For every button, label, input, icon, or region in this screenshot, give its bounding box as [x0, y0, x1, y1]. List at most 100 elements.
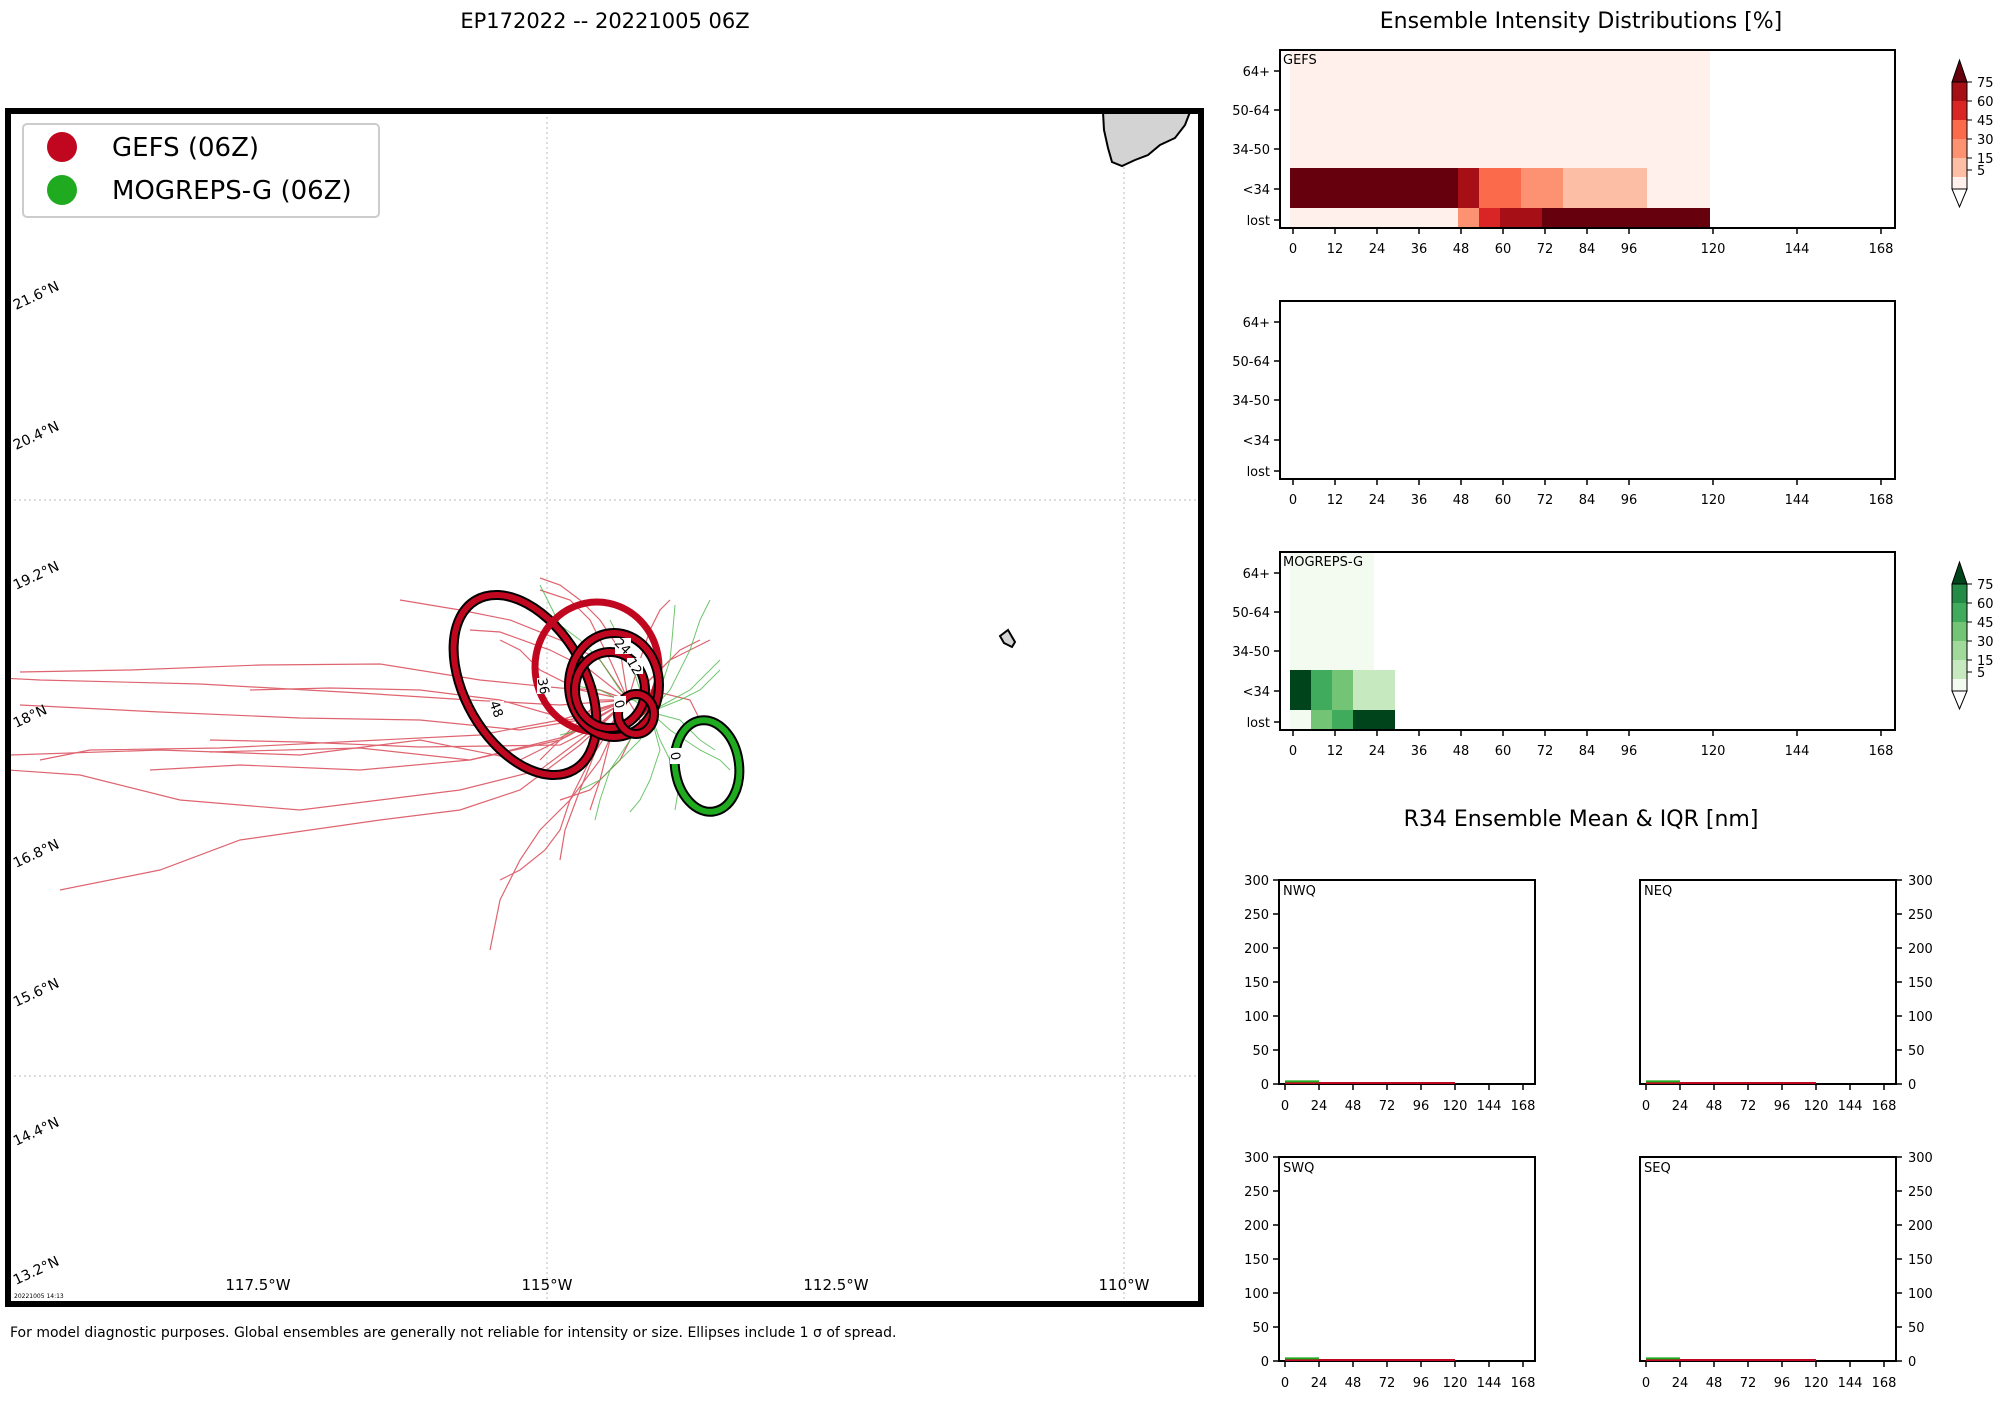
x-tick-label: 48 [1453, 493, 1470, 508]
x-tick-label: 144 [1785, 242, 1810, 257]
map-frame [5, 108, 1204, 1307]
x-tick-label: 120 [1804, 1099, 1829, 1114]
x-tick-label: 48 [1453, 242, 1470, 257]
x-tick-label: 36 [1411, 744, 1428, 759]
colorbar-tick-label: 5 [1977, 666, 1985, 681]
x-tick-label: 84 [1579, 744, 1596, 759]
r34-quadrant-label: SWQ [1283, 1161, 1314, 1176]
x-tick-label: 72 [1537, 493, 1554, 508]
legend-box [22, 123, 380, 218]
mogreps-member-track [629, 711, 661, 813]
colorbar-segment [1952, 603, 1967, 622]
y-tick-label: 0 [1261, 1355, 1269, 1370]
heatmap-cell [1290, 670, 1311, 710]
x-tick-label: 0 [1289, 242, 1297, 257]
x-tick-label: 12 [1327, 744, 1344, 759]
land-mass [1101, 112, 1192, 168]
panel-frame [1279, 300, 1896, 480]
x-tick-label: 84 [1579, 242, 1596, 257]
gefs-ellipse-12h [572, 649, 648, 731]
colorbar-segment [1952, 641, 1967, 660]
ellipse-label-bg [670, 748, 682, 764]
colorbar-segment [1952, 622, 1967, 641]
row-label: 64+ [1243, 567, 1270, 582]
y-tick-label: 100 [1908, 1010, 1933, 1025]
gefs-member-track [469, 629, 629, 701]
heatmap-cell [1290, 710, 1311, 730]
gefs-member-track [539, 589, 629, 701]
x-tick-label: 24 [1672, 1376, 1689, 1391]
ellipse-label-bg [490, 701, 504, 717]
heatmap-cell [1458, 168, 1479, 208]
colorbar-extend-bottom [1951, 188, 1968, 209]
x-tick-label: 168 [1869, 493, 1894, 508]
y-tick-label: 100 [1244, 1287, 1269, 1302]
row-label: lost [1247, 465, 1270, 480]
r34-frame [1278, 879, 1536, 1085]
y-tick-label: 50 [1252, 1044, 1269, 1059]
y-tick-label: 250 [1244, 1185, 1269, 1200]
heatmap-cell [1332, 670, 1353, 710]
colorbar-tick-label: 45 [1977, 114, 1994, 129]
x-tick-label: 24 [1369, 493, 1386, 508]
x-tick-label: 72 [1537, 744, 1554, 759]
x-tick-label: 12 [1327, 493, 1344, 508]
y-tick-label: 100 [1908, 1287, 1933, 1302]
y-tick-label: 0 [1908, 1078, 1916, 1093]
mogreps-ellipse-0h [671, 717, 743, 815]
row-label: <34 [1243, 183, 1270, 198]
x-tick-label: 120 [1804, 1376, 1829, 1391]
x-tick-label: 120 [1701, 242, 1726, 257]
ellipse-labels: 48 36 24 12 0 0 [486, 636, 683, 764]
x-tick-label: 72 [1740, 1376, 1757, 1391]
y-tick-label: 150 [1244, 1253, 1269, 1268]
gefs-member-track [59, 699, 629, 891]
x-tick-label: 168 [1511, 1376, 1536, 1391]
gefs-member-track [149, 699, 629, 771]
heatmap-cell [1290, 592, 1374, 632]
gefs-ellipse-24h [566, 630, 662, 740]
x-tick-label: 144 [1838, 1376, 1863, 1391]
x-tick-label: 168 [1511, 1099, 1536, 1114]
y-tick-label: 150 [1908, 976, 1933, 991]
y-tick-label: 50 [1908, 1321, 1925, 1336]
y-tick-label: 0 [1261, 1078, 1269, 1093]
y-tick-label: 250 [1244, 908, 1269, 923]
r34-panel: NWQ 0 24 48 72 96 120 144 168 0 50 100 150 200 250 300 [1244, 874, 1536, 1114]
row-label: lost [1247, 716, 1270, 731]
x-tick-label: 24 [1311, 1099, 1328, 1114]
colorbar-tick-label: 5 [1977, 164, 1985, 179]
heatmap-cell [1290, 632, 1374, 672]
r34-quadrant-label: NWQ [1283, 884, 1316, 899]
y-tick-label: 150 [1244, 976, 1269, 991]
heatmap-cell [1563, 168, 1647, 208]
colorbar-segment [1952, 158, 1967, 177]
x-tick-label: 72 [1379, 1099, 1396, 1114]
heatmap-cell [1290, 208, 1458, 228]
colorbar-segment [1952, 177, 1967, 189]
row-label: 50-64 [1232, 355, 1270, 370]
row-label: 64+ [1243, 65, 1270, 80]
heatmap-cell [1542, 208, 1710, 228]
lat-label: 20.4°N [11, 419, 62, 454]
lat-label: 15.6°N [11, 976, 62, 1011]
ellipse-label: 48 [486, 699, 506, 720]
intensity-panel: MOGREPS-G 64+ 50-64 34-50 <34 lost 0 12 24 36 48 60… [1232, 551, 1896, 759]
r34-frame [1278, 1156, 1536, 1362]
lon-label: 112.5°W [803, 1276, 868, 1294]
x-tick-label: 48 [1453, 744, 1470, 759]
lat-labels: 21.6°N 20.4°N 19.2°N 18°N 16.8°N 15.6°N … [11, 279, 62, 1289]
intensity-panels: GEFS 64+ 50-64 34-50 <34 lost 0 12 24 36 48 60 72 84 9… [1232, 49, 1896, 759]
row-label: 64+ [1243, 316, 1270, 331]
colorbar-extend-top [1951, 560, 1968, 585]
x-tick-label: 144 [1838, 1099, 1863, 1114]
r34-panel: SEQ 0 24 48 72 96 120 144 168 0 50 100 150 200 250 300 [1639, 1151, 1933, 1391]
heatmap-cell [1353, 710, 1395, 730]
x-tick-label: 144 [1477, 1376, 1502, 1391]
y-tick-label: 300 [1908, 874, 1933, 889]
ellipse-label-bg [614, 696, 626, 712]
heatmap-cell [1290, 50, 1710, 90]
colorbar-segment [1952, 82, 1967, 101]
